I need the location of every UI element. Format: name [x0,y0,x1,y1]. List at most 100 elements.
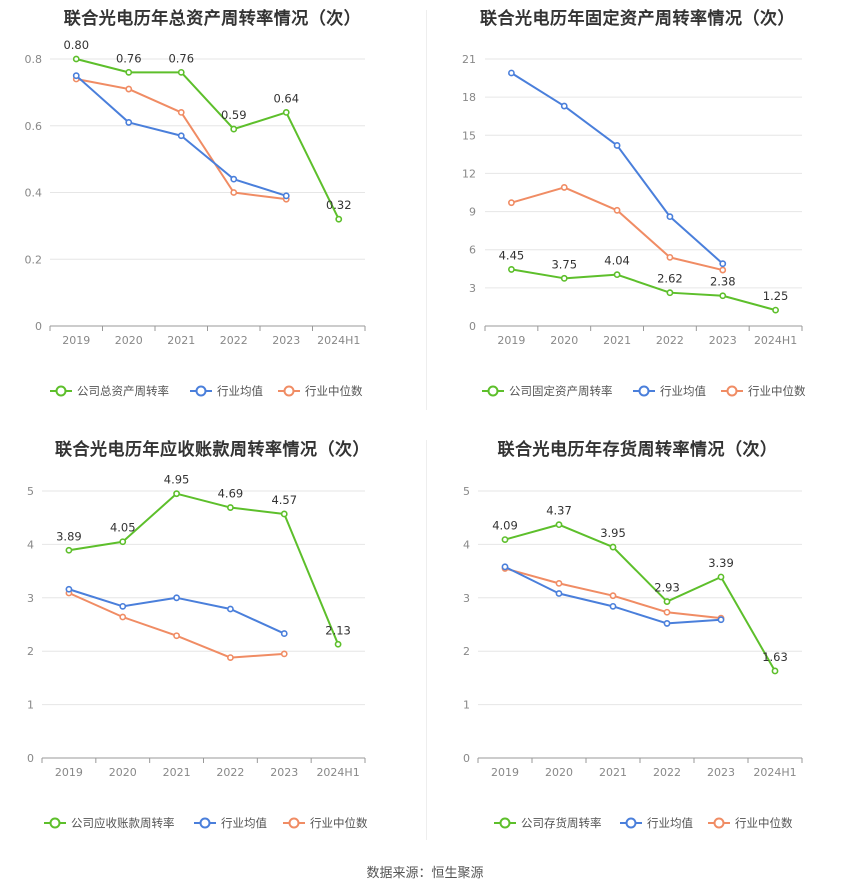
data-point[interactable] [609,543,617,551]
data-point[interactable] [719,260,727,268]
data-point[interactable] [230,189,238,196]
legend-item-company-series[interactable]: 公司应收账款周转率 [44,816,175,830]
legend-item-industry-median-series[interactable]: 行业中位数 [278,384,363,398]
legend-item-industry-median-series[interactable]: 行业中位数 [721,384,806,398]
data-point[interactable] [119,602,127,610]
data-point[interactable] [227,504,234,511]
data-point[interactable] [227,654,234,662]
panel-divider [426,10,427,410]
data-point[interactable] [609,592,617,600]
data-point[interactable] [555,521,563,529]
data-point[interactable] [65,546,73,554]
chart-svg: 0 1 2 3 4 5 2019 2020 2021 2022 2023 2024H1 4.09 4.37… [463,485,803,830]
data-point[interactable] [508,69,515,77]
y-tick-label: 1 [27,699,34,712]
data-point[interactable] [560,102,568,110]
data-point[interactable] [663,620,671,627]
data-point[interactable] [501,563,509,571]
data-label: 3.89 [56,529,82,543]
data-point[interactable] [65,585,73,593]
legend-label: 公司固定资产周转率 [509,384,613,398]
data-point[interactable] [72,55,80,63]
data-point[interactable] [119,613,127,621]
y-tick-label: 0 [469,320,476,333]
data-point[interactable] [717,616,725,624]
data-point[interactable] [555,579,563,587]
data-point[interactable] [609,602,617,610]
y-tick-label: 0 [27,752,34,765]
y-tick-label: 0 [463,752,470,765]
data-source-note: 数据来源：恒生聚源 [366,866,484,881]
data-point[interactable] [666,253,674,261]
industry-median-series [501,565,725,622]
data-point[interactable] [125,68,133,76]
x-tick-label: 2024H1 [316,766,359,779]
data-point[interactable] [227,605,234,613]
legend-item-industry-average-series[interactable]: 行业均值 [194,816,267,830]
data-point[interactable] [560,184,568,191]
data-point[interactable] [173,594,180,602]
data-point[interactable] [119,538,127,546]
data-point[interactable] [666,289,674,297]
legend-item-company-series[interactable]: 公司存货周转率 [494,816,602,830]
legend-item-company-series[interactable]: 公司固定资产周转率 [482,384,613,398]
data-point[interactable] [663,598,671,605]
chart-panel-total-asset-turnover: 联合光电历年总资产周转率情况（次） 0 0.2 0.4 0.6 0.8 2019 2020 2… [0,0,425,420]
series-line [68,592,285,659]
data-point[interactable] [666,213,674,221]
y-tick-label: 0.2 [25,253,43,266]
x-tick-label: 2021 [603,334,631,347]
legend-marker [713,817,725,829]
legend-marker [55,385,67,397]
data-point[interactable] [771,667,779,675]
legend-label: 公司应收账款周转率 [71,816,175,830]
legend-item-industry-average-series[interactable]: 行业均值 [190,384,263,398]
data-point[interactable] [613,142,621,149]
data-point[interactable] [173,632,180,640]
y-tick-label: 3 [463,592,470,605]
data-label: 1.25 [763,289,789,303]
data-label: 4.69 [218,487,244,501]
legend-item-industry-average-series[interactable]: 行业均值 [633,384,706,398]
data-point[interactable] [501,536,509,543]
series-line [504,523,776,672]
data-point[interactable] [72,72,80,80]
data-point[interactable] [613,206,621,214]
x-tick-label: 2024H1 [317,334,360,347]
legend-item-industry-median-series[interactable]: 行业中位数 [708,816,793,830]
data-point[interactable] [280,630,288,637]
data-point[interactable] [280,510,288,518]
data-point[interactable] [555,590,563,597]
data-point[interactable] [334,640,342,648]
data-point[interactable] [177,68,185,76]
data-point[interactable] [280,650,288,658]
y-tick-label: 4 [463,538,470,551]
legend-item-company-series[interactable]: 公司总资产周转率 [50,384,169,398]
legend-item-industry-average-series[interactable]: 行业均值 [620,816,693,830]
data-point[interactable] [772,306,779,314]
data-label: 4.09 [492,519,518,533]
data-point[interactable] [719,292,727,300]
data-point[interactable] [613,271,621,279]
data-point[interactable] [663,608,671,616]
data-point[interactable] [508,199,515,207]
data-point[interactable] [719,266,727,274]
data-point[interactable] [335,215,343,223]
data-point[interactable] [125,85,133,93]
data-point[interactable] [177,109,185,116]
data-point[interactable] [177,132,185,140]
data-point[interactable] [508,266,515,273]
data-label: 3.75 [551,257,577,271]
data-point[interactable] [717,573,725,581]
data-point[interactable] [282,192,290,200]
data-point[interactable] [230,175,238,183]
legend-item-industry-median-series[interactable]: 行业中位数 [283,816,368,830]
legend-marker [49,817,61,829]
data-point[interactable] [282,109,290,116]
data-point[interactable] [173,490,180,498]
data-label: 0.64 [273,91,299,105]
data-point[interactable] [230,125,238,133]
series-line [511,268,776,312]
data-point[interactable] [125,119,133,126]
data-point[interactable] [560,274,568,282]
